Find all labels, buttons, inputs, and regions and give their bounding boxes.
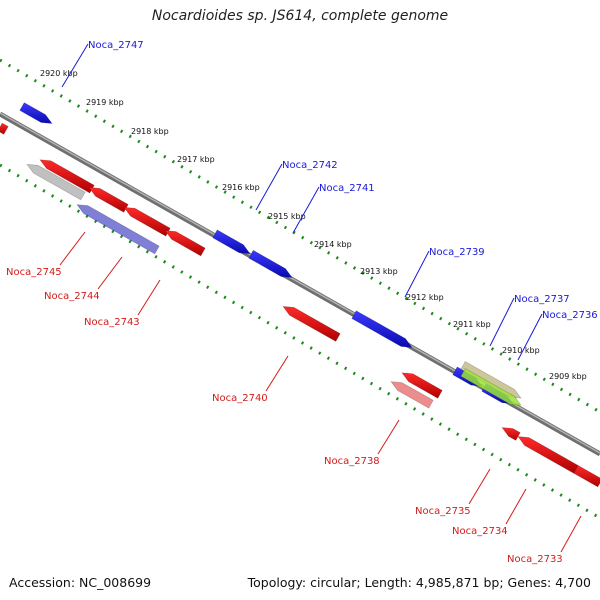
leader-line [489,297,515,347]
leader-line [517,313,543,361]
tick-label: 2917 kbp [177,155,215,164]
gene-feature-tan [460,361,522,399]
gene-label: Noca_2747 [88,40,144,51]
gene-noca-2744 [76,204,160,255]
leader-line [505,488,527,525]
tick-label: 2916 kbp [222,183,260,192]
map-title: Nocardioides sp. JS614, complete genome [151,8,449,24]
gene-label: Noca_2738 [324,456,380,467]
gene-label: Noca_2745 [6,267,62,278]
accession-text: Accession: NC_008699 [9,575,152,590]
gene-noca-2747 [19,102,53,124]
gene-label: Noca_2739 [429,247,485,258]
gene-label: Noca_2743 [84,317,140,328]
gene-noca-2742 [212,229,251,255]
gene-label: Noca_2740 [212,393,268,404]
scale-track-lower [0,163,600,520]
gene-noca-2739 [351,310,413,348]
genome-summary-text: Topology: circular; Length: 4,985,871 bp… [247,575,591,590]
gene-noca-2740 [282,306,341,342]
gene-layer [0,102,600,488]
gene-feature-green [460,368,522,406]
gene-noca-2743 [164,230,206,257]
gene-noca-2738b [401,372,443,399]
label-layer: Noca_2747 Noca_2745 Noca_2744 Noca_2743 Noca… [6,40,598,565]
gene-label: Noca_2733 [507,554,563,565]
gene-label: Noca_2735 [415,506,471,517]
scale-track-upper [0,58,600,414]
tick-label: 2911 kbp [453,320,491,329]
leader-line [97,256,123,290]
gene-label: Noca_2744 [44,291,100,302]
gene-noca-2741 [248,249,293,278]
gene-noca-2745b [88,187,129,213]
leader-line [59,231,86,266]
tick-label: 2914 kbp [314,240,352,249]
leader-line [468,468,491,505]
gene-noca-2744b [123,206,171,237]
gene-label: Noca_2737 [514,294,570,305]
gene-label: Noca_2734 [452,526,508,537]
tick-label: 2918 kbp [131,127,169,136]
leader-line [137,279,161,316]
tick-label: 2910 kbp [502,346,540,355]
gene-noca-2738 [390,381,434,409]
tick-layer: 2920 kbp 2919 kbp 2918 kbp 2917 kbp 2916 kbp… [40,69,587,381]
gene-label: Noca_2742 [282,160,338,171]
leader-line [292,186,320,234]
tick-label: 2915 kbp [268,212,306,221]
gene-noca-2746 [39,159,95,194]
leader-line [61,43,89,88]
gene-noca-2733 [573,465,600,488]
gene-noca-2735 [501,427,521,441]
gene-noca-2734 [517,436,579,474]
leader-line [377,419,400,455]
leader-line [255,163,283,211]
gene-noca-2745 [26,163,86,201]
gene-label: Noca_2736 [542,310,598,321]
leader-line [560,515,582,553]
tick-label: 2919 kbp [86,98,124,107]
gene-label: Noca_2741 [319,183,375,194]
gene-partial-left [0,122,9,135]
tick-label: 2912 kbp [406,293,444,302]
leader-line [265,355,289,392]
tick-label: 2909 kbp [549,372,587,381]
tick-label: 2920 kbp [40,69,78,78]
tick-label: 2913 kbp [360,267,398,276]
leader-line [404,250,430,298]
